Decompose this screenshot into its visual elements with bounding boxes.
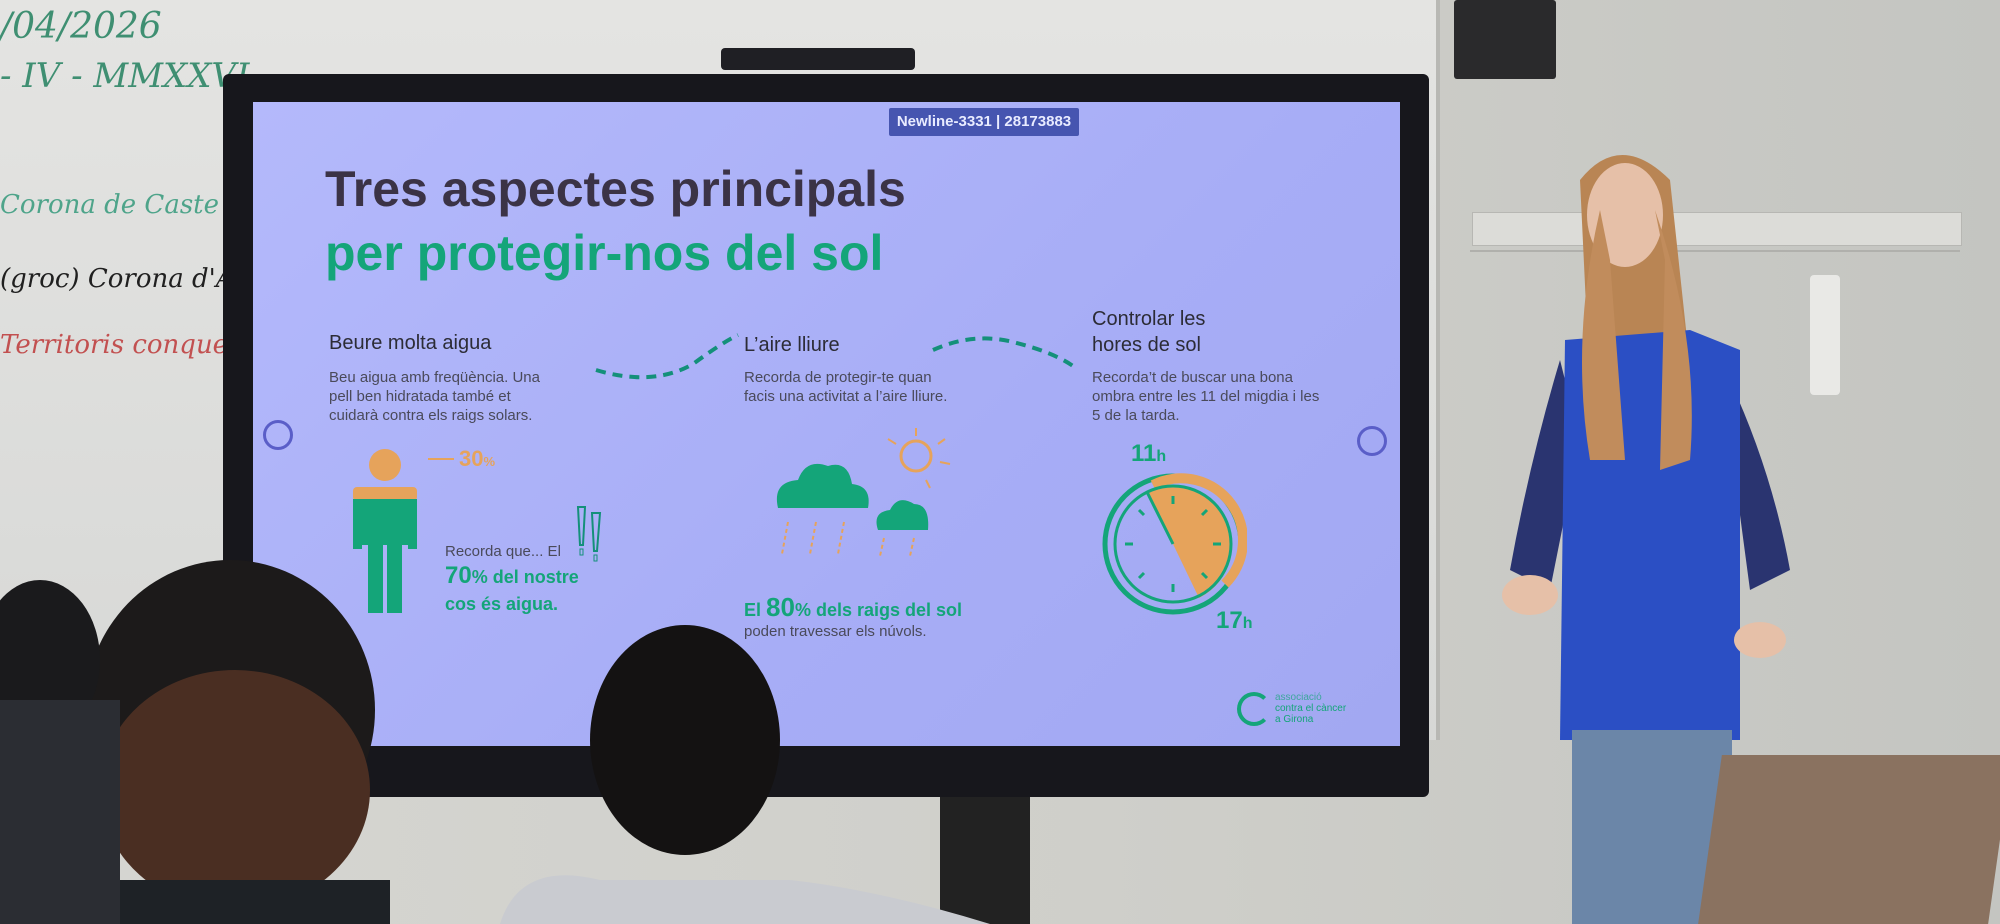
column-heading-water: Beure molta aigua (329, 332, 492, 354)
monitor-stand (940, 797, 1030, 924)
water-note: Recorda que... El (445, 543, 561, 560)
stat-dash (428, 458, 454, 460)
person-water-icon (353, 449, 417, 613)
dashed-connector (595, 333, 1075, 380)
body-line: facis una activitat a l’aire lliure. (744, 388, 948, 405)
stat-30-percent: 30% (459, 446, 496, 471)
wall-trunking (1472, 212, 1962, 246)
whiteboard-line: (groc) Corona d'A (0, 264, 235, 294)
laptop (1698, 755, 2000, 924)
power-strip (1810, 275, 1840, 395)
whiteboard-line: Corona de Caste (0, 190, 220, 220)
monitor-camera (721, 48, 915, 70)
outdoors-stat-line2: poden travessar els núvols. (744, 623, 927, 640)
presenter (1502, 155, 1790, 924)
clock-start-label: 11h (1131, 440, 1167, 467)
water-note-line3: cos és aigua. (445, 594, 559, 614)
body-line: Beu aigua amb freqüència. Una (329, 369, 540, 386)
aecc-logo-icon (1237, 692, 1271, 726)
slide-nav-next-button[interactable] (1357, 426, 1387, 456)
wall-cable (1470, 250, 1960, 530)
body-line: Recorda’t de buscar una bona (1092, 369, 1293, 386)
body-line: Recorda de protegir-te quan (744, 369, 932, 386)
slide-nav-prev-button[interactable] (263, 420, 293, 450)
wall-speaker (1454, 0, 1556, 79)
clock-end-label: 17h (1216, 607, 1253, 634)
body-line: cuidarà contra els raigs solars. (329, 407, 533, 424)
presentation-slide: Newline-3331 | 28173883 Tres aspectes pr… (253, 102, 1400, 746)
students (0, 560, 990, 924)
clock-icon (1102, 473, 1247, 615)
aecc-logo-text: associació contra el càncer a Girona (1275, 692, 1347, 725)
slide-title-line2: per protegir-nos del sol (325, 225, 884, 281)
cloud-sun-icon (776, 428, 951, 557)
column-heading-hours-1: Controlar les (1092, 308, 1206, 330)
whiteboard-line: Territoris conquer (0, 330, 241, 360)
body-line: pell ben hidratada també et (329, 388, 511, 405)
column-heading-outdoors: L’aire lliure (744, 334, 840, 356)
water-stat-70: 70% del nostre (445, 562, 579, 589)
whiteboard-roman-date: - IV - MMXXVI (0, 56, 250, 96)
whiteboard-date: /04/2026 (0, 6, 162, 47)
outdoors-stat-80: El 80% dels raigs del sol (744, 592, 963, 622)
body-line: 5 de la tarda. (1092, 407, 1180, 424)
column-heading-hours-2: hores de sol (1092, 334, 1201, 356)
body-line: ombra entre les 11 del migdia i les (1092, 388, 1320, 405)
slide-title-line1: Tres aspectes principals (325, 161, 906, 217)
display-id-badge: Newline-3331 | 28173883 (889, 108, 1079, 136)
exclamation-icon (576, 506, 602, 562)
